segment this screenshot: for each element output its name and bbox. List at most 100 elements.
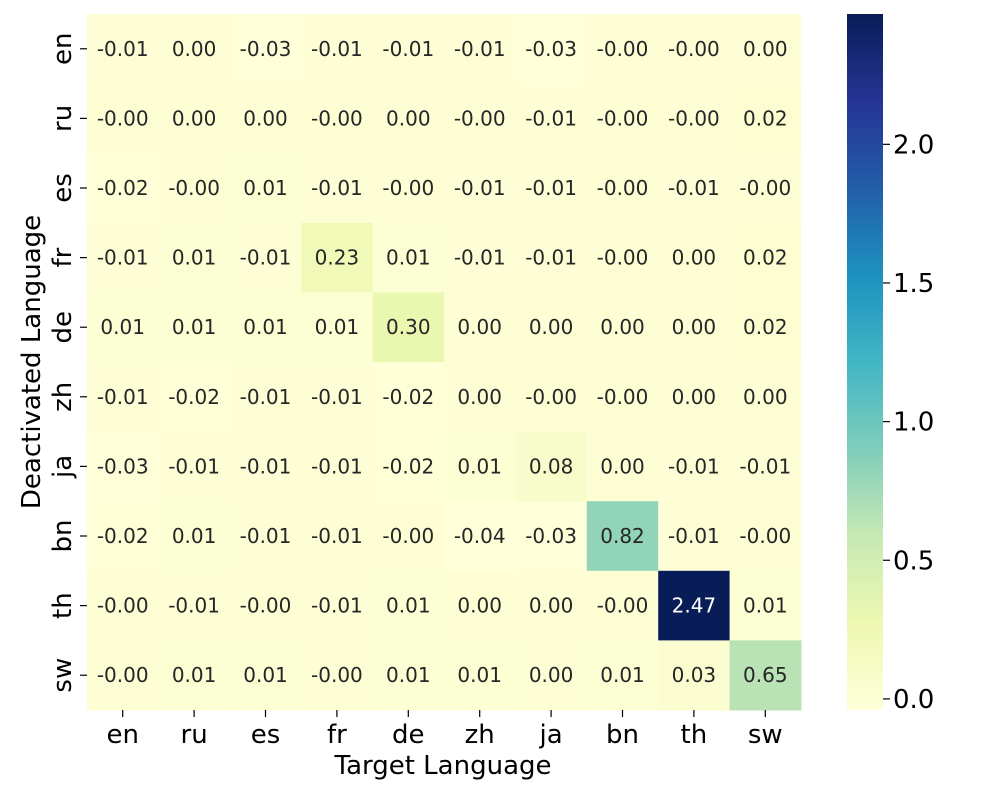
heatmap-cell-fr-th — [658, 222, 731, 293]
heatmap-cell-bn-fr — [301, 501, 374, 572]
x-axis-label: Target Language — [333, 751, 551, 781]
cell-value-label: -0.01 — [454, 246, 506, 270]
heatmap-cell-th-ja — [515, 570, 588, 641]
y-axis-label: Deactivated Language — [17, 215, 47, 509]
heatmap-cell-de-bn — [586, 292, 659, 363]
cell-value-label: -0.00 — [597, 246, 649, 270]
cell-value-label: 0.00 — [172, 37, 217, 61]
heatmap-cell-zh-zh — [444, 362, 516, 433]
heatmap-cell-fr-bn — [586, 222, 659, 293]
cell-value-label: -0.02 — [382, 454, 434, 478]
heatmap-cell-sw-es — [229, 640, 302, 711]
cell-value-label: 0.01 — [600, 663, 645, 687]
cell-value-label: 0.00 — [386, 106, 431, 130]
cell-value-label: -0.01 — [311, 594, 363, 618]
heatmap-cell-bn-ja — [515, 501, 588, 572]
heatmap-cell-de-th — [658, 292, 731, 363]
x-tick-label: sw — [748, 720, 783, 750]
heatmap-cell-es-de — [372, 153, 445, 224]
cell-value-label: -0.00 — [597, 385, 649, 409]
cell-value-label: -0.00 — [668, 106, 720, 130]
cell-value-label: -0.01 — [668, 524, 720, 548]
heatmap-cell-sw-ru — [158, 640, 231, 711]
cell-value-label: 0.00 — [457, 385, 502, 409]
heatmap-cell-ja-ru — [158, 431, 231, 502]
heatmap-cell-en-en — [87, 14, 159, 85]
heatmap-cell-en-fr — [301, 14, 374, 85]
cell-value-label: -0.01 — [311, 385, 363, 409]
cell-value-label: 0.00 — [672, 246, 717, 270]
colorbar: 0.0 0.5 1.0 1.5 2.0 — [847, 14, 934, 715]
heatmap-cell-th-fr — [301, 570, 374, 641]
heatmap-cell-en-ja — [515, 14, 588, 85]
x-tick-label: bn — [606, 720, 639, 750]
cell-value-label: -0.03 — [240, 37, 292, 61]
cell-value-label: 0.00 — [172, 106, 217, 130]
colorbar-gradient — [847, 14, 883, 710]
cell-value-label: -0.02 — [97, 524, 149, 548]
x-tick-label: fr — [327, 720, 347, 750]
heatmap-cell-zh-es — [229, 362, 302, 433]
cell-value-label: -0.00 — [97, 594, 149, 618]
heatmap-cell-de-ru — [158, 292, 231, 363]
cell-value-label: -0.03 — [525, 524, 577, 548]
cell-value-label: -0.01 — [311, 37, 363, 61]
cell-value-label: -0.03 — [525, 37, 577, 61]
cell-value-label: -0.00 — [240, 594, 292, 618]
heatmap-cell-ja-es — [229, 431, 302, 502]
cell-value-label: 0.01 — [386, 246, 431, 270]
heatmap-cell-bn-de — [372, 501, 445, 572]
heatmap-cell-fr-sw — [729, 222, 802, 293]
heatmap-cell-th-th — [658, 570, 731, 641]
cell-value-label: -0.01 — [97, 37, 149, 61]
cell-value-label: -0.00 — [597, 594, 649, 618]
heatmap-cell-es-ja — [515, 153, 588, 224]
cell-value-label: -0.01 — [525, 106, 577, 130]
x-tick-label: th — [681, 720, 708, 750]
cell-value-label: 0.01 — [172, 315, 217, 339]
cell-value-label: 2.47 — [672, 594, 717, 618]
y-tick-label: ru — [48, 105, 78, 132]
cell-value-label: 0.00 — [243, 106, 288, 130]
colorbar-tick-label: 2.0 — [893, 130, 934, 160]
cell-value-label: 0.00 — [529, 594, 574, 618]
y-tick-label: bn — [48, 520, 78, 553]
cell-value-label: -0.01 — [668, 454, 720, 478]
heatmap-cell-es-bn — [586, 153, 659, 224]
cell-value-label: 0.00 — [529, 663, 574, 687]
cell-value-label: 0.30 — [386, 315, 431, 339]
heatmap-cell-de-zh — [444, 292, 516, 363]
cell-value-label: 0.01 — [743, 594, 788, 618]
cell-value-label: 0.01 — [172, 246, 217, 270]
heatmap-cell-zh-fr — [301, 362, 374, 433]
x-tick-label: ja — [539, 720, 563, 750]
heatmap-cell-ru-fr — [301, 83, 374, 154]
cell-value-label: -0.01 — [454, 176, 506, 200]
heatmap-cell-ja-en — [87, 431, 159, 502]
cell-value-label: -0.01 — [97, 385, 149, 409]
x-tick-label: es — [251, 720, 281, 750]
cell-value-label: -0.01 — [168, 594, 220, 618]
heatmap-cell-de-ja — [515, 292, 588, 363]
colorbar-tick-label: 0.5 — [893, 546, 934, 576]
heatmap-cell-en-sw — [729, 14, 802, 85]
cell-value-label: 0.02 — [743, 106, 788, 130]
cell-value-label: 0.01 — [386, 663, 431, 687]
cell-value-label: 0.01 — [315, 315, 360, 339]
heatmap-cell-bn-th — [658, 501, 731, 572]
heatmap-cell-bn-bn — [586, 501, 659, 572]
cell-value-label: -0.01 — [525, 246, 577, 270]
heatmap-cell-sw-en — [87, 640, 159, 711]
heatmap-cell-ja-sw — [729, 431, 802, 502]
heatmap-cell-ru-ja — [515, 83, 588, 154]
heatmap-cell-ja-zh — [444, 431, 516, 502]
heatmap-cell-ru-bn — [586, 83, 659, 154]
cell-value-label: -0.00 — [454, 106, 506, 130]
heatmap-cell-sw-th — [658, 640, 731, 711]
cell-value-label: -0.02 — [97, 176, 149, 200]
heatmap-cell-de-sw — [729, 292, 802, 363]
cell-value-label: 0.00 — [600, 315, 645, 339]
heatmap-cell-th-ru — [158, 570, 231, 641]
heatmap-cell-ja-th — [658, 431, 731, 502]
